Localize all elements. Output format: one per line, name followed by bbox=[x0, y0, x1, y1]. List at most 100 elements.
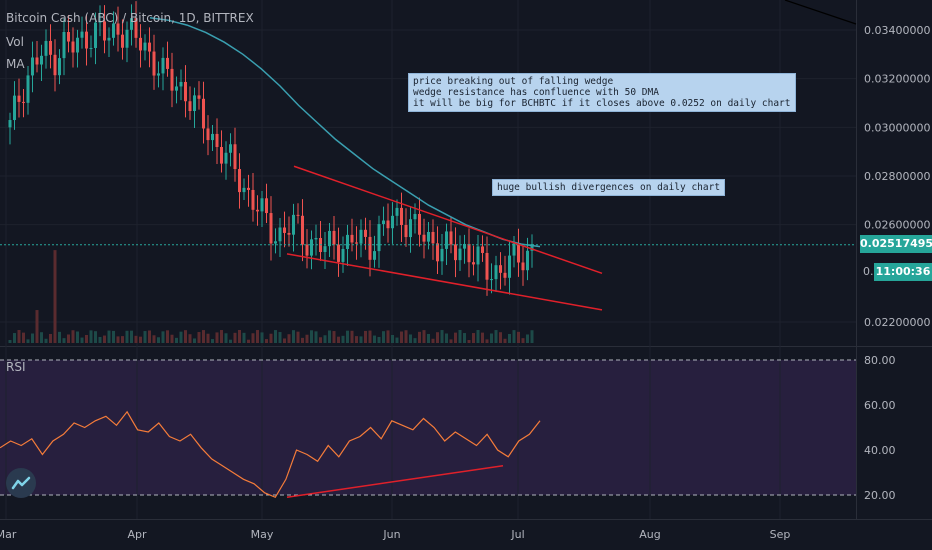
candle-body bbox=[211, 133, 214, 141]
price-tick-label: 0.03200000 bbox=[864, 73, 930, 86]
volume-bar bbox=[517, 331, 520, 343]
candle-body bbox=[337, 244, 340, 262]
volume-bar bbox=[368, 330, 372, 343]
countdown-tag: 11:00:36 bbox=[874, 263, 932, 281]
price-tick-label: 0.02800000 bbox=[864, 170, 930, 183]
rsi-tick-label: 40.00 bbox=[864, 444, 896, 457]
volume-bar bbox=[116, 336, 120, 343]
volume-bar bbox=[305, 334, 309, 343]
volume-bar bbox=[80, 337, 84, 343]
time-tick-label: Jun bbox=[382, 528, 400, 541]
volume-bar bbox=[260, 332, 264, 343]
volume-bar bbox=[85, 334, 88, 343]
volume-bar bbox=[238, 330, 241, 343]
candle-body bbox=[526, 250, 529, 271]
candle-body bbox=[76, 37, 79, 53]
volume-bar bbox=[526, 334, 529, 343]
candle-body bbox=[508, 255, 511, 278]
candle-body bbox=[274, 241, 277, 244]
candle-body bbox=[256, 209, 259, 212]
time-tick-label: Sep bbox=[770, 528, 791, 541]
candle-body bbox=[130, 18, 133, 30]
volume-bar bbox=[206, 333, 210, 343]
volume-bar bbox=[382, 331, 385, 343]
rsi-divergence-line[interactable] bbox=[286, 465, 504, 498]
volume-bar bbox=[112, 330, 115, 343]
candle-body bbox=[125, 29, 129, 48]
volume-bar bbox=[494, 330, 498, 343]
candle-body bbox=[314, 237, 318, 240]
volume-bar bbox=[472, 333, 475, 343]
volume-bar bbox=[130, 330, 133, 343]
volume-bars bbox=[8, 250, 534, 343]
candle-body bbox=[215, 133, 219, 148]
volume-bar bbox=[157, 337, 160, 343]
tradingview-logo[interactable] bbox=[6, 468, 36, 498]
volume-bar bbox=[76, 331, 79, 343]
candle-body bbox=[296, 214, 300, 216]
volume-bar bbox=[296, 331, 300, 343]
candle-body bbox=[94, 22, 97, 48]
candle-body bbox=[197, 95, 201, 99]
ma-label[interactable]: MA bbox=[6, 57, 25, 71]
candle-body bbox=[260, 198, 264, 212]
candle-body bbox=[148, 42, 151, 52]
volume-bar bbox=[152, 335, 156, 343]
rsi-tick-label: 20.00 bbox=[864, 489, 896, 502]
wedge-note[interactable]: price breaking out of falling wedge wedg… bbox=[408, 73, 796, 112]
symbol-title[interactable]: Bitcoin Cash (ABC) / Bitcoin, 1D, BITTRE… bbox=[6, 11, 254, 25]
volume-bar bbox=[134, 335, 138, 343]
candle-body bbox=[193, 95, 196, 111]
candle-body bbox=[166, 57, 169, 69]
rsi-label[interactable]: RSI bbox=[6, 360, 26, 374]
volume-bar bbox=[454, 332, 457, 343]
candle-body bbox=[89, 47, 93, 49]
candle-body bbox=[80, 31, 84, 38]
candle-body bbox=[377, 224, 381, 252]
last-price-tag: 0.02517495 bbox=[860, 235, 932, 253]
candle-body bbox=[206, 128, 210, 141]
candle-body bbox=[53, 54, 57, 76]
candle-body bbox=[152, 51, 156, 76]
volume-label[interactable]: Vol bbox=[6, 35, 24, 49]
candle-body bbox=[463, 243, 466, 249]
volume-bar bbox=[148, 330, 151, 343]
candle-body bbox=[458, 248, 462, 261]
candle-body bbox=[341, 248, 345, 262]
volume-bar bbox=[247, 339, 250, 343]
volume-bar bbox=[269, 333, 273, 343]
candle-body bbox=[355, 242, 358, 244]
candle-body bbox=[404, 224, 408, 238]
falling-wedge[interactable] bbox=[286, 165, 603, 311]
candle-body bbox=[22, 101, 25, 103]
candle-body bbox=[467, 243, 471, 263]
candle-body bbox=[188, 101, 192, 111]
volume-bar bbox=[418, 331, 421, 343]
volume-bar bbox=[62, 338, 66, 343]
volume-bar bbox=[337, 336, 340, 343]
candle-body bbox=[242, 187, 246, 193]
candle-body bbox=[98, 21, 102, 23]
volume-bar bbox=[521, 338, 525, 343]
candle-body bbox=[202, 98, 205, 129]
candle-body bbox=[161, 57, 165, 74]
volume-bar bbox=[404, 330, 408, 343]
partial-price-tick: 0. bbox=[863, 265, 874, 278]
logo-icon bbox=[11, 476, 31, 490]
candle-body bbox=[292, 214, 295, 235]
candle-body bbox=[305, 244, 309, 256]
volume-bar bbox=[341, 335, 345, 343]
price-axis-labels: 0.03400000 0.03200000 0.03000000 0.02800000… bbox=[864, 24, 930, 329]
volume-bar bbox=[161, 331, 165, 343]
candles[interactable] bbox=[8, 1, 534, 296]
volume-bar bbox=[449, 339, 453, 343]
volume-bar bbox=[125, 330, 129, 343]
volume-bar bbox=[22, 332, 25, 343]
divergence-note[interactable]: huge bullish divergences on daily chart bbox=[492, 179, 726, 196]
volume-bar bbox=[467, 339, 471, 343]
volume-bar bbox=[229, 339, 232, 343]
wedge-lower-line bbox=[286, 253, 603, 311]
candle-body bbox=[382, 220, 385, 225]
candle-body bbox=[220, 147, 223, 164]
candle-body bbox=[328, 230, 331, 247]
